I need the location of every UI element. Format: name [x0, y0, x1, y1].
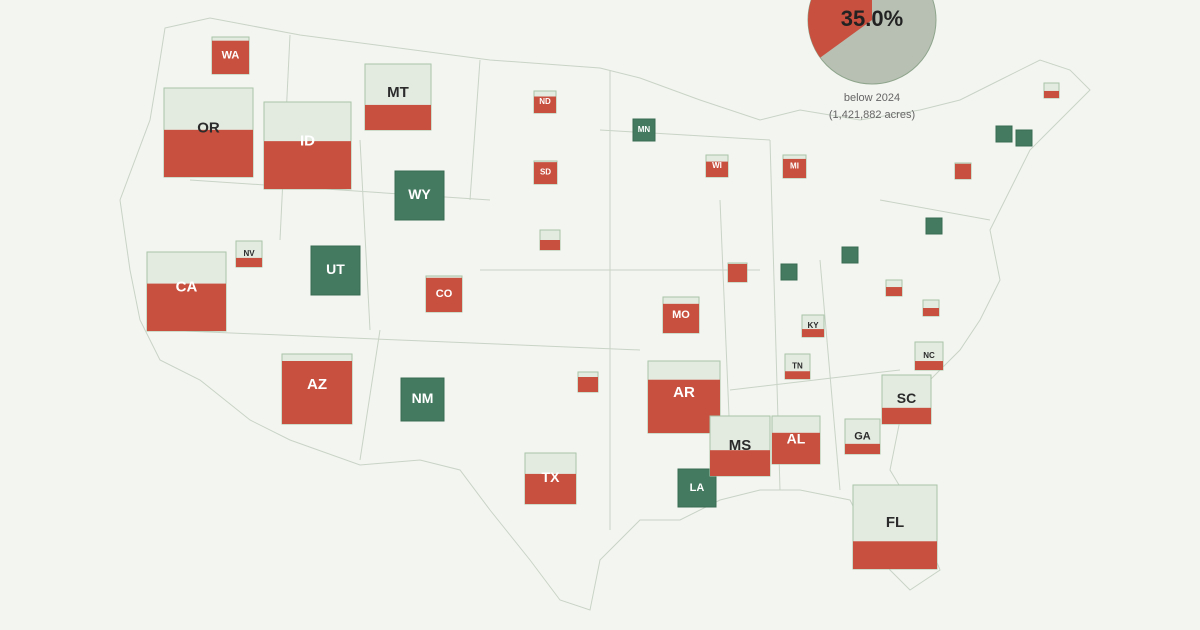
state-label: CA [176, 278, 198, 295]
state-share-bar [426, 277, 462, 312]
pie-slice [808, 0, 872, 58]
state-share-bar [1044, 90, 1059, 98]
state-share-bar [710, 450, 770, 476]
state-label: AR [673, 384, 695, 401]
state-share-bar [534, 162, 557, 184]
state-share-bar [785, 371, 810, 379]
state-share-bar [365, 104, 431, 130]
state-share-bar [663, 303, 699, 333]
state-square-above [841, 246, 859, 264]
state-label: MT [387, 84, 409, 101]
state-share-bar [164, 129, 253, 177]
state-share-bar [772, 432, 820, 464]
state-label: WI [712, 161, 722, 170]
state-share-bar [923, 308, 939, 316]
state-label: CO [436, 288, 453, 300]
state-square-above [394, 170, 445, 221]
state-square-above [310, 245, 361, 296]
state-square-above [995, 125, 1013, 143]
state-label: NM [412, 390, 434, 406]
state-label: LA [690, 482, 705, 494]
state-label: MO [672, 309, 690, 321]
state-label: TX [542, 469, 561, 485]
state-label: FL [886, 514, 904, 531]
state-label: NC [923, 351, 935, 360]
state-label: MN [638, 125, 651, 134]
summary-pie: 35.0% [807, 0, 937, 85]
state-share-bar [264, 141, 351, 189]
state-label: SC [897, 390, 916, 406]
state-share-bar [915, 361, 943, 370]
state-share-bar [728, 263, 747, 282]
state-share-bar [147, 283, 226, 331]
state-share-bar [236, 257, 262, 267]
state-label: OR [197, 119, 220, 136]
state-label: TN [792, 362, 803, 371]
state-square-above [780, 263, 798, 281]
state-share-bar [648, 379, 720, 433]
state-share-bar [955, 163, 971, 179]
state-share-bar [534, 96, 556, 113]
state-label: UT [326, 261, 345, 277]
state-label: AZ [307, 376, 327, 393]
state-share-bar [578, 377, 598, 392]
state-share-bar [882, 407, 931, 424]
state-share-bar [706, 161, 728, 177]
state-label: GA [854, 430, 871, 442]
caption: below 2024 [844, 92, 900, 104]
state-share-bar [802, 329, 824, 337]
state-label: AL [787, 431, 806, 447]
state-label: SD [540, 168, 551, 177]
state-share-bar [886, 287, 902, 296]
state-share-bar [540, 240, 560, 250]
state-label: ID [300, 132, 315, 149]
state-share-bar [845, 443, 880, 454]
caption-detail: (1,421,882 acres) [829, 109, 915, 121]
state-share-bar [282, 361, 352, 424]
state-share-bar [525, 473, 576, 504]
state-share-bar [212, 40, 249, 74]
state-share-bar [783, 158, 806, 178]
state-label: WA [222, 49, 240, 61]
state-label: NV [243, 249, 255, 258]
state-square-above [400, 377, 445, 422]
state-label: ND [539, 97, 551, 106]
state-label: MI [790, 162, 799, 171]
state-label: MS [729, 437, 752, 454]
state-square-above [632, 118, 656, 142]
state-squares: WA OR ID MT WY ND SD MN CA NV UT CO AZ NM TX MO AR LA MS AL… [146, 36, 1060, 570]
state-label: WY [408, 186, 431, 202]
state-square-above [1015, 129, 1033, 147]
state-square-above [925, 217, 943, 235]
state-label: KY [807, 321, 819, 330]
pie-value-label: 35.0% [841, 6, 903, 31]
state-share-bar [853, 541, 937, 569]
